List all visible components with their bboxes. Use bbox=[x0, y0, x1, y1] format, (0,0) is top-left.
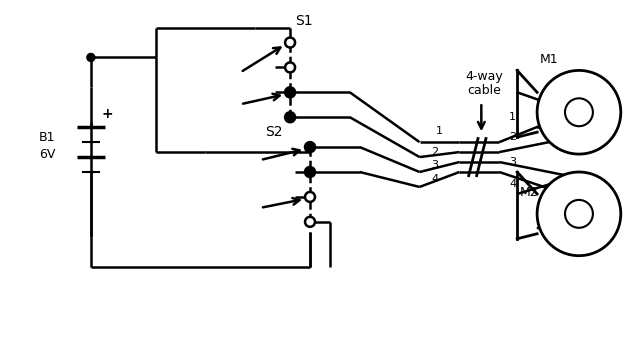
Text: 3: 3 bbox=[509, 157, 516, 167]
Text: S2: S2 bbox=[265, 125, 282, 139]
Text: 1: 1 bbox=[509, 112, 516, 122]
Circle shape bbox=[537, 70, 621, 154]
Text: S1: S1 bbox=[295, 14, 312, 27]
Circle shape bbox=[306, 168, 314, 176]
Circle shape bbox=[305, 167, 315, 177]
Circle shape bbox=[305, 192, 315, 202]
Text: 4-way: 4-way bbox=[466, 70, 503, 83]
Text: 4: 4 bbox=[431, 174, 438, 184]
Circle shape bbox=[565, 200, 593, 228]
Text: M1: M1 bbox=[540, 54, 558, 67]
Text: 1: 1 bbox=[436, 126, 443, 136]
Circle shape bbox=[285, 38, 295, 48]
Text: +: + bbox=[101, 107, 112, 121]
Circle shape bbox=[286, 113, 294, 121]
Circle shape bbox=[306, 143, 314, 151]
Circle shape bbox=[286, 88, 294, 96]
Text: B1: B1 bbox=[39, 131, 56, 144]
Circle shape bbox=[285, 87, 295, 97]
Circle shape bbox=[285, 112, 295, 122]
Text: cable: cable bbox=[468, 84, 501, 97]
Circle shape bbox=[537, 172, 621, 256]
Circle shape bbox=[565, 98, 593, 126]
Circle shape bbox=[87, 54, 95, 62]
Circle shape bbox=[305, 217, 315, 227]
Text: 3: 3 bbox=[431, 160, 438, 170]
Circle shape bbox=[285, 62, 295, 73]
Text: 2: 2 bbox=[509, 132, 516, 142]
Circle shape bbox=[305, 142, 315, 152]
Text: M2: M2 bbox=[520, 186, 539, 199]
Text: 4: 4 bbox=[509, 179, 516, 189]
Text: 6V: 6V bbox=[39, 147, 56, 161]
Text: 2: 2 bbox=[431, 147, 438, 157]
